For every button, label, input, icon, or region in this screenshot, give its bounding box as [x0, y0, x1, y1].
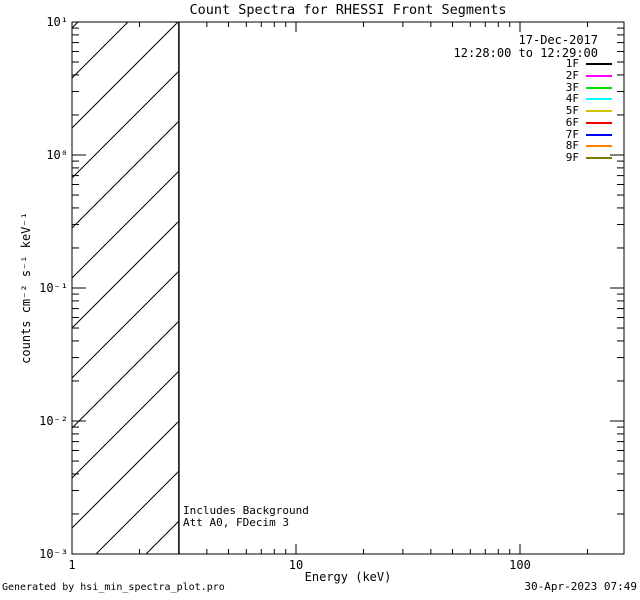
- y-tick-label: 10¹: [46, 15, 68, 29]
- legend-row: 7F: [565, 127, 612, 141]
- y-tick-label: 10⁻²: [39, 414, 68, 428]
- x-tick-label: 1: [68, 558, 76, 572]
- legend-row: 3F: [565, 80, 612, 94]
- legend-row: 4F: [566, 93, 612, 105]
- legend-color-swatch: [586, 157, 612, 159]
- legend-color-swatch: [586, 110, 612, 112]
- legend-time-range: 12:28:00 to 12:29:00: [453, 46, 599, 60]
- legend-color-swatch: [586, 121, 612, 124]
- legend-date: 17-Dec-2017: [518, 33, 598, 47]
- attenuator-note: Att A0, FDecim 3: [183, 516, 289, 529]
- y-tick-label: 10⁻¹: [39, 281, 68, 295]
- legend-series-label: 8F: [565, 139, 579, 153]
- y-tick-label: 10⁻³: [39, 547, 68, 561]
- legend-series-label: 1F: [565, 57, 579, 70]
- legend-row: 6F: [565, 115, 612, 129]
- legend-color-swatch: [586, 133, 612, 136]
- legend-series-label: 2F: [565, 68, 579, 82]
- axis-ticks: [71, 21, 624, 555]
- footer-generated-by: Generated by hsi_min_spectra_plot.pro: [2, 582, 225, 593]
- legend-series-label: 4F: [565, 92, 579, 106]
- legend-color-swatch: [586, 74, 612, 77]
- legend-row: 9F: [566, 152, 612, 164]
- legend-series-label: 3F: [565, 80, 579, 94]
- legend-color-swatch: [586, 63, 612, 65]
- hatched-region: [72, 22, 179, 554]
- legend-row: 1F: [566, 58, 612, 70]
- x-axis-label: Energy (keV): [304, 570, 392, 584]
- legend-series-label: 6F: [565, 115, 579, 129]
- legend-row: 8F: [566, 140, 612, 152]
- legend-series-label: 5F: [565, 104, 579, 117]
- background-note: Includes Background: [183, 504, 309, 517]
- legend-row: 5F: [566, 105, 612, 117]
- legend-color-swatch: [586, 145, 612, 148]
- y-tick-label: 10⁰: [46, 148, 68, 162]
- legend-row: 2F: [565, 68, 612, 82]
- legend-series-label: 7F: [565, 127, 579, 141]
- x-tick-label: 10: [288, 558, 304, 572]
- legend-color-swatch: [586, 86, 612, 89]
- legend-color-swatch: [586, 98, 612, 101]
- legend-series-label: 9F: [565, 151, 579, 164]
- x-tick-label: 100: [509, 558, 531, 572]
- footer-timestamp: 30-Apr-2023 07:49: [524, 580, 637, 593]
- chart-title: Count Spectra for RHESSI Front Segments: [189, 2, 507, 18]
